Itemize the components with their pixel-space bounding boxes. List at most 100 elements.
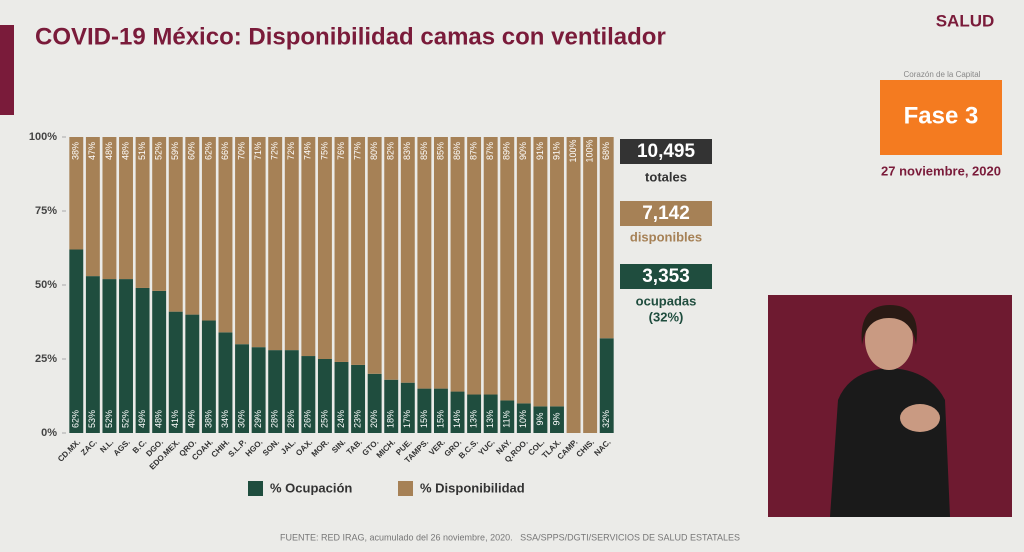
bar-segment [351, 137, 366, 365]
bar-segment [450, 391, 465, 433]
person-hair [861, 305, 917, 345]
bar-segment [119, 279, 133, 433]
y-tick-label: 0% [41, 427, 57, 439]
value-label: 26% [303, 410, 313, 428]
value-label: 15% [435, 410, 445, 428]
bar-segment [168, 311, 183, 433]
bar-segment [599, 137, 614, 339]
bar-segment [467, 394, 482, 433]
bar-segment [119, 137, 133, 280]
value-label: 59% [170, 142, 180, 160]
value-label: 86% [452, 142, 462, 160]
phase-box [880, 80, 1002, 155]
bar-segment [284, 350, 299, 433]
value-label: 71% [253, 142, 263, 160]
value-label: 68% [601, 142, 611, 160]
value-label: 72% [270, 142, 280, 160]
bar-segment [69, 137, 84, 250]
occupied-box [620, 264, 712, 289]
occupied-pct: (32%) [649, 309, 684, 324]
bar-segment [152, 290, 167, 433]
bar-segment [483, 137, 498, 395]
value-label: 32% [601, 410, 611, 428]
legend-swatch [248, 481, 263, 496]
value-label: 17% [402, 410, 412, 428]
y-tick-label: 50% [35, 279, 57, 291]
bar-segment [467, 137, 482, 395]
person-face [865, 310, 913, 370]
bar-segment [400, 382, 415, 433]
value-label: 9% [551, 412, 561, 425]
bar-segment [152, 137, 167, 291]
bar-segment [251, 347, 266, 433]
bar-segment [367, 137, 382, 374]
footer: FUENTE: RED IRAG, acumulado del 26 novie… [280, 532, 740, 542]
bar-segment [417, 137, 432, 389]
bar-segment [235, 344, 250, 433]
date: 27 noviembre, 2020 [881, 163, 1001, 178]
bar-segment [301, 137, 316, 357]
bar-segment [301, 356, 316, 433]
y-tick-label: 25% [35, 353, 57, 365]
bar-segment [102, 137, 117, 280]
value-label: 47% [87, 142, 97, 160]
value-label: 28% [270, 410, 280, 428]
bar-segment [102, 279, 117, 433]
value-label: 66% [220, 142, 230, 160]
value-label: 38% [203, 410, 213, 428]
bar-segment [483, 394, 498, 433]
phase: Fase 3 [904, 102, 979, 129]
available-label: disponibles [630, 229, 702, 244]
value-label: 76% [336, 142, 346, 160]
bar-segment [550, 406, 564, 433]
bar-segment [69, 249, 84, 433]
logo: SALUD [936, 11, 995, 30]
value-label: 85% [435, 142, 445, 160]
bar-segment [367, 373, 382, 433]
bar-segment [235, 137, 250, 345]
value-label: 62% [203, 142, 213, 160]
value-label: 48% [120, 142, 130, 160]
bar-segment [334, 361, 349, 433]
value-label: 29% [253, 410, 263, 428]
bar-segment [268, 137, 283, 351]
value-label: 77% [352, 142, 362, 160]
bar-segment [500, 400, 515, 433]
value-label: 18% [386, 410, 396, 428]
y-tick-label: 100% [29, 131, 57, 143]
bar-segment [218, 332, 233, 433]
bar-segment [583, 137, 598, 433]
person-hands [900, 404, 940, 432]
value-label: 82% [386, 142, 396, 160]
bar-segment [85, 276, 100, 433]
available: 7,142 [642, 203, 690, 224]
value-label: 15% [419, 410, 429, 428]
value-label: 53% [87, 410, 97, 428]
value-label: 90% [518, 142, 528, 160]
value-label: 60% [187, 142, 197, 160]
value-label: 91% [535, 142, 545, 160]
value-label: 9% [535, 412, 545, 425]
bar-segment [284, 137, 299, 351]
available-box [620, 201, 712, 226]
value-label: 14% [452, 410, 462, 428]
total: 10,495 [637, 141, 696, 162]
bar-segment [500, 137, 515, 401]
value-label: 24% [336, 410, 346, 428]
bar-segment [400, 137, 415, 383]
bar-segment [218, 137, 233, 333]
value-label: 13% [468, 410, 478, 428]
bar-segment [433, 388, 448, 433]
value-label: 85% [419, 142, 429, 160]
bar-segment [566, 137, 581, 433]
value-label: 28% [286, 410, 296, 428]
bar-segment [185, 137, 200, 315]
value-label: 25% [319, 410, 329, 428]
bar-segment [417, 388, 432, 433]
bar-segment [550, 137, 564, 407]
value-label: 89% [502, 142, 512, 160]
logo-subtitle: Corazón de la Capital [904, 70, 981, 79]
accent-stripe [0, 25, 14, 115]
value-label: 30% [236, 410, 246, 428]
